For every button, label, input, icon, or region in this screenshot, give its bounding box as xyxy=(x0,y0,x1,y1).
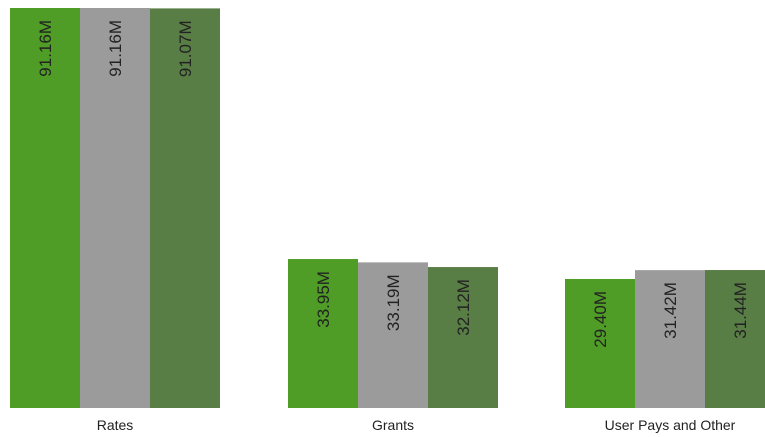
category-label: User Pays and Other xyxy=(605,417,736,433)
data-label: 91.16M xyxy=(36,20,55,77)
category-label: Grants xyxy=(372,417,414,433)
bar xyxy=(80,8,150,408)
data-label: 91.07M xyxy=(176,20,195,77)
data-label: 31.44M xyxy=(731,282,750,339)
data-label: 33.95M xyxy=(314,271,333,328)
bar xyxy=(358,262,428,408)
bar xyxy=(705,270,765,408)
data-label: 33.19M xyxy=(384,274,403,331)
bar xyxy=(565,278,635,408)
bar-group: 29.40M 31.42M 31.44M User Pays and Other xyxy=(565,270,765,433)
bar-group: 91.16M 91.16M 91.07M Rates xyxy=(10,8,220,433)
category-label: Rates xyxy=(97,417,134,433)
bar xyxy=(150,8,220,409)
bar xyxy=(10,8,80,408)
data-label: 29.40M xyxy=(591,291,610,348)
data-label: 91.16M xyxy=(106,20,125,77)
data-label: 31.42M xyxy=(661,282,680,339)
bar xyxy=(288,259,358,408)
bar xyxy=(428,267,498,408)
bar-group: 33.95M 33.19M 32.12M Grants xyxy=(288,259,498,433)
bar xyxy=(635,270,705,408)
data-label: 32.12M xyxy=(454,279,473,336)
